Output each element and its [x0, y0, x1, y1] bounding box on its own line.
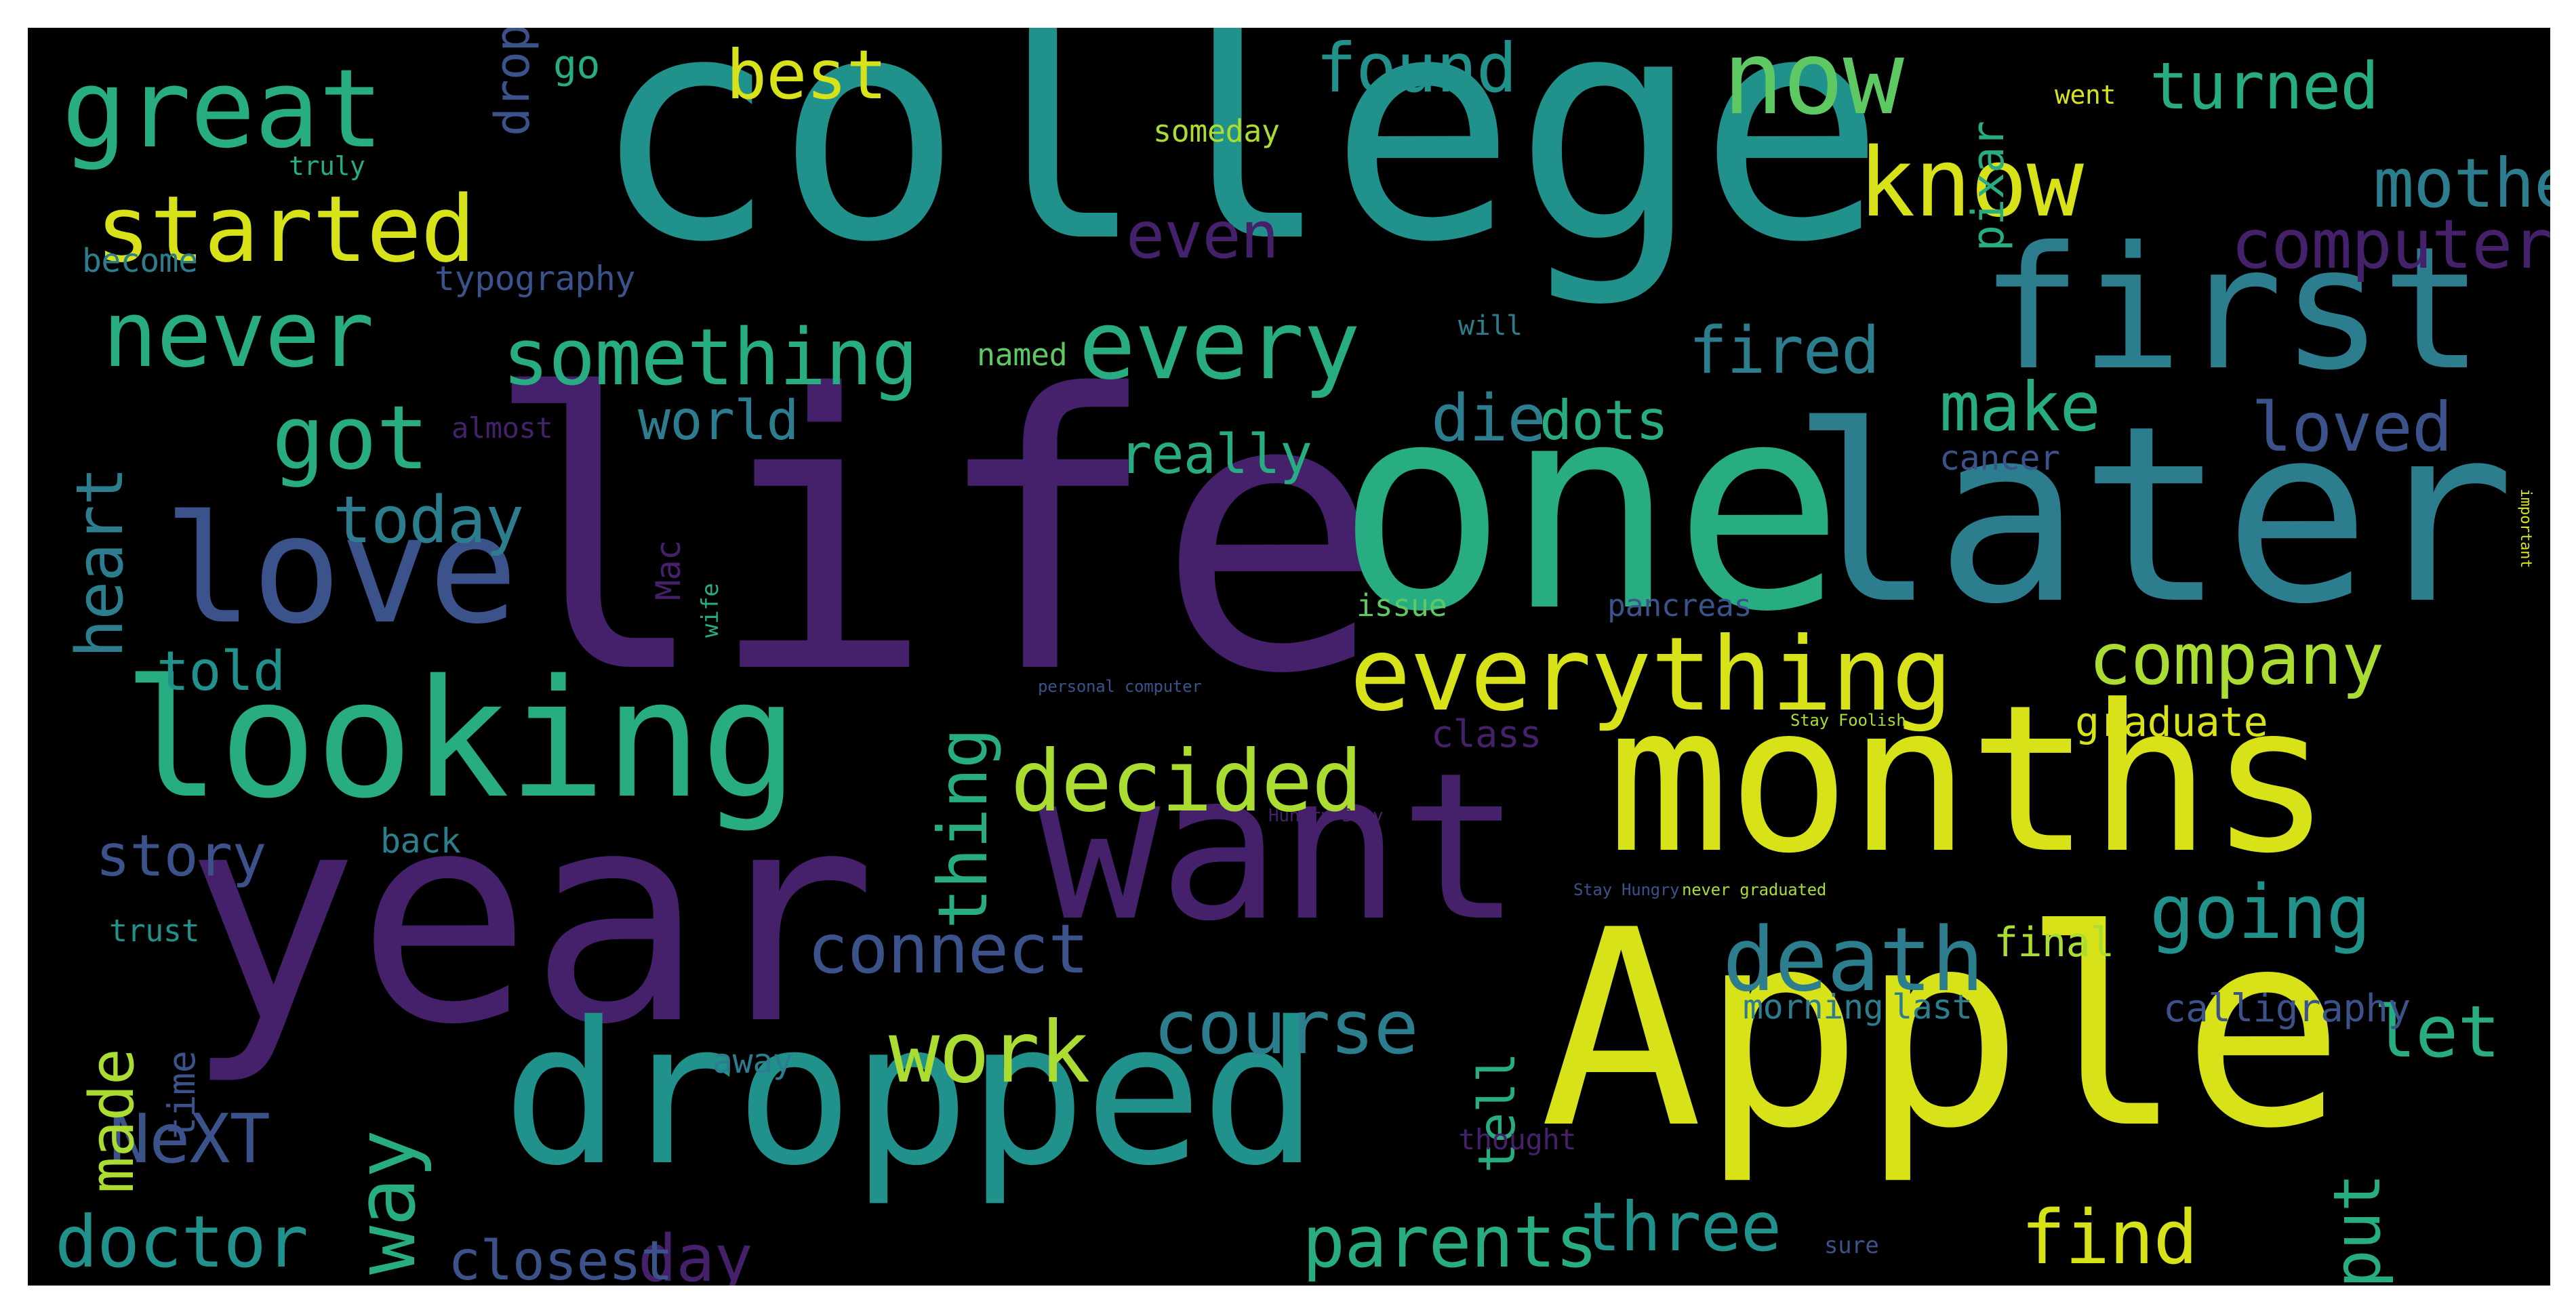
- word-doctor: day: [638, 1222, 753, 1286]
- word-thing: heart: [63, 467, 138, 658]
- word-decided: decided: [1011, 733, 1363, 831]
- word-everything: everything: [1350, 616, 1953, 734]
- word-made: NeXT: [109, 1099, 270, 1178]
- word-go: drop: [485, 28, 540, 136]
- word-wife: Mac: [649, 540, 688, 600]
- word-told: closest: [448, 1229, 673, 1286]
- word-going: course: [1153, 984, 1419, 1071]
- word-day: three: [1580, 1187, 1782, 1267]
- word-best: way: [340, 1130, 434, 1275]
- word-let: mother: [2373, 144, 2550, 223]
- word-trust: time: [160, 1050, 203, 1139]
- word-work: death: [1723, 908, 1984, 1011]
- word-mac: almost: [451, 411, 553, 445]
- word-connect: thing: [923, 728, 1003, 929]
- word-now: now: [1723, 28, 1904, 138]
- word-typography: become: [82, 242, 198, 280]
- word-great: great: [62, 45, 384, 172]
- word-every: every: [1079, 291, 1361, 401]
- word-someday: typography: [435, 259, 636, 298]
- word-away: pancreas: [1607, 588, 1752, 623]
- word-world: really: [1119, 423, 1312, 486]
- word-way: going: [2150, 869, 2371, 956]
- word-back: go: [553, 41, 600, 87]
- word-put: let: [2373, 991, 2501, 1073]
- word-heart: today: [333, 483, 524, 558]
- word-almost: cancer: [1939, 438, 2060, 478]
- word-class: morning: [1743, 987, 1884, 1027]
- word-never-graduated: Hungry Stay: [1268, 806, 1384, 826]
- word-looking: looking: [123, 644, 799, 834]
- word-truly: someday: [1153, 113, 1280, 149]
- word-company: find: [2021, 1194, 2198, 1281]
- word-cloud: college life year one later Apple months…: [28, 28, 2550, 1286]
- word-tell: world: [638, 389, 799, 452]
- word-really: told: [157, 640, 285, 703]
- word-never: never: [102, 281, 374, 388]
- word-die: even: [1126, 199, 1279, 273]
- word-computer: turned: [2150, 49, 2379, 124]
- word-life: life: [482, 315, 1385, 757]
- word-found: best: [726, 35, 887, 115]
- word-closest: story: [96, 823, 266, 890]
- word-today: loved: [2251, 388, 2453, 467]
- word-story: made: [77, 1048, 148, 1193]
- word-loved: computer: [2231, 205, 2550, 284]
- word-got: got: [272, 386, 429, 489]
- word-later: later: [1790, 373, 2515, 657]
- word-year: year: [184, 750, 877, 1088]
- word-calligraphy: back: [380, 821, 461, 861]
- word-graduate: calligraphy: [2163, 987, 2411, 1031]
- word-know: know: [1858, 128, 2084, 239]
- word-stay-foolish: personal computer: [1038, 677, 1202, 696]
- word-turned: found: [1316, 28, 1517, 108]
- word-morning: last: [1892, 987, 1973, 1027]
- word-time: class: [1431, 712, 1542, 756]
- word-something: something: [502, 312, 919, 403]
- word-thought: away: [712, 1042, 793, 1081]
- word-issue: wife: [697, 583, 724, 638]
- word-named: went: [2055, 80, 2116, 110]
- word-xmeans: Stay Hungry: [1573, 880, 1680, 899]
- word-dots: die: [1431, 382, 1546, 456]
- word-final: graduate: [2075, 699, 2268, 746]
- word-even: make: [1939, 367, 2101, 447]
- word-love: love: [163, 483, 518, 657]
- word-hungry-stay: Stay Foolish: [1790, 711, 1906, 730]
- word-fired: connect: [807, 909, 1089, 989]
- word-will: named: [977, 337, 1068, 373]
- word-college: college: [590, 28, 1886, 310]
- word-first: first: [1980, 210, 2484, 407]
- word-months: months: [1607, 661, 2332, 898]
- word-sure: thought: [1458, 1123, 1577, 1156]
- word-last: final: [1994, 919, 2114, 966]
- word-next: doctor: [55, 1201, 308, 1284]
- word-stay-hungry: never graduated: [1682, 880, 1827, 899]
- word-personal-computer: important: [2517, 489, 2534, 569]
- word-went: truly: [289, 151, 365, 181]
- word-one: one: [1336, 343, 1845, 674]
- word-want: want: [1038, 729, 1521, 966]
- word-cancer: will: [1458, 310, 1523, 342]
- word-drop: pixar: [1963, 121, 2014, 251]
- word-three: put: [2320, 1174, 2395, 1286]
- word-dropped: dropped: [502, 981, 1319, 1209]
- word-make: fired: [1689, 314, 1880, 388]
- word-course: parents: [1302, 1201, 1598, 1284]
- word-started: started: [96, 176, 476, 283]
- word-say: sure: [1824, 1232, 1879, 1259]
- word-mother: dots: [1539, 389, 1668, 452]
- word-pancreas: issue: [1356, 588, 1447, 623]
- word-parents: company: [2089, 618, 2384, 701]
- word-find: work: [889, 1004, 1090, 1102]
- word-become: trust: [109, 913, 200, 949]
- word-apple: Apple: [1539, 873, 2345, 1188]
